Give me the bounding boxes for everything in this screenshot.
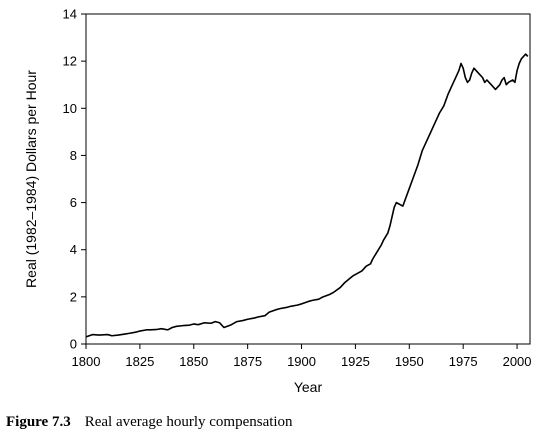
x-tick-label: 1875 (233, 354, 262, 369)
y-tick-label: 12 (63, 54, 77, 69)
y-tick-label: 10 (63, 101, 77, 116)
figure-caption: Figure 7.3 Real average hourly compensati… (6, 414, 293, 431)
y-tick-label: 14 (63, 7, 77, 22)
x-tick-label: 1950 (395, 354, 424, 369)
y-axis: 0 2 4 6 8 10 12 14 (63, 7, 86, 352)
data-series (85, 53, 529, 338)
y-tick-label: 4 (70, 242, 77, 257)
x-tick-label: 1800 (72, 354, 101, 369)
x-tick-label: 1925 (341, 354, 370, 369)
y-tick-label: 8 (70, 148, 77, 163)
x-axis-title: Year (294, 379, 323, 395)
line-chart: 0 2 4 6 8 10 12 14 1800 1825 1850 1875 1900 1925 1950… (23, 7, 532, 396)
series-line (85, 53, 529, 338)
y-tick-label: 2 (70, 289, 77, 304)
figure-caption-text: Real average hourly compensation (84, 414, 293, 430)
plot-frame (85, 13, 531, 345)
x-axis: 1800 1825 1850 1875 1900 1925 1950 1975 2000 (72, 344, 532, 369)
y-axis-title: Real (1982–1984) Dollars per Hour (23, 70, 39, 288)
y-tick-label: 6 (70, 195, 77, 210)
x-tick-label: 1900 (287, 354, 316, 369)
x-tick-label: 1850 (179, 354, 208, 369)
x-tick-label: 1825 (125, 354, 154, 369)
figure-label: Figure 7.3 (6, 414, 71, 430)
x-tick-label: 2000 (503, 354, 532, 369)
x-tick-label: 1975 (449, 354, 478, 369)
y-tick-label: 0 (70, 337, 77, 352)
plot-area-border (85, 13, 531, 345)
